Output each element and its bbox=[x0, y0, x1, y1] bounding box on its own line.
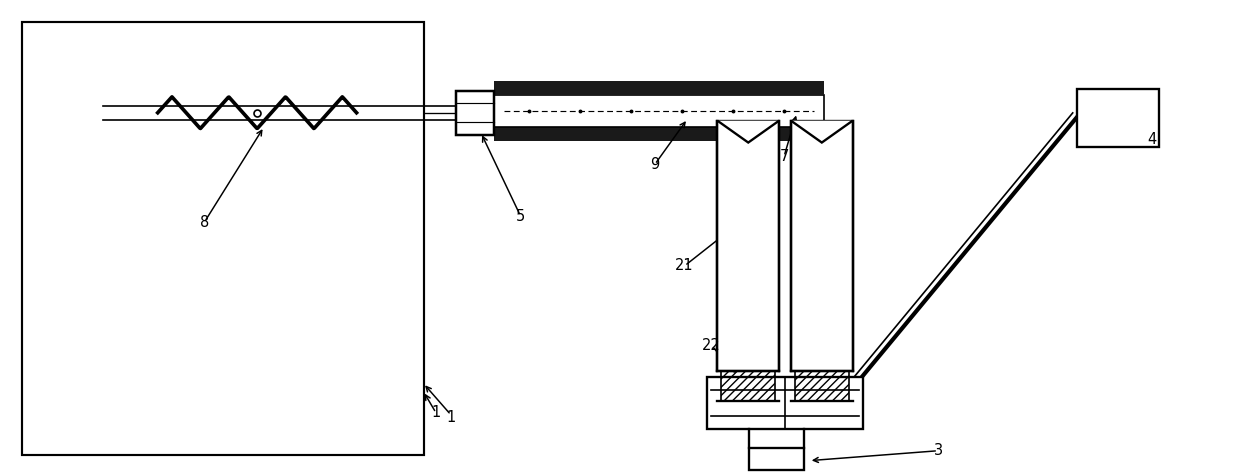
Bar bbox=[456, 91, 493, 135]
Bar bbox=[750, 448, 804, 470]
Polygon shape bbox=[717, 121, 779, 143]
Text: 22: 22 bbox=[703, 338, 721, 353]
Bar bbox=[795, 371, 849, 401]
Bar bbox=[721, 371, 776, 401]
Text: 21: 21 bbox=[675, 258, 694, 273]
Polygon shape bbox=[790, 121, 852, 143]
Bar bbox=[707, 377, 862, 429]
Bar bbox=[790, 121, 852, 371]
Text: 9: 9 bbox=[650, 157, 659, 172]
Text: 3: 3 bbox=[933, 443, 943, 458]
Bar bbox=[493, 95, 824, 127]
Bar bbox=[21, 22, 424, 455]
Text: 7: 7 bbox=[779, 149, 789, 164]
Text: 5: 5 bbox=[515, 209, 525, 224]
Text: 4: 4 bbox=[1147, 132, 1156, 147]
Text: 8: 8 bbox=[199, 215, 209, 229]
Bar bbox=[717, 121, 779, 371]
Text: 1: 1 bbox=[446, 410, 456, 426]
Bar bbox=[1077, 89, 1158, 146]
Bar bbox=[493, 127, 824, 141]
Text: 1: 1 bbox=[431, 405, 441, 420]
Bar bbox=[493, 81, 824, 95]
